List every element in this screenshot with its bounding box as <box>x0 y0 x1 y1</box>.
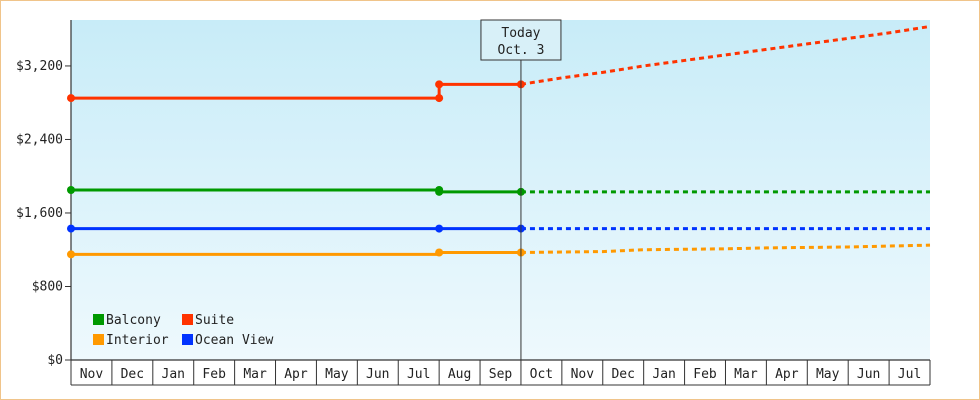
legend: Balcony Suite Interior Ocean View <box>93 313 273 348</box>
x-tick-label: Jun <box>857 367 880 382</box>
x-tick-label: May <box>325 367 349 382</box>
series-point[interactable] <box>67 186 75 194</box>
today-label-line1: Today <box>501 26 540 41</box>
x-tick-label: Sep <box>489 367 513 382</box>
series-point[interactable] <box>67 224 75 233</box>
series-point[interactable] <box>67 94 75 103</box>
x-tick-label: Jun <box>366 367 389 382</box>
legend-item-ocean-view[interactable]: Ocean View <box>182 333 273 348</box>
y-tick-label: $0 <box>47 353 63 368</box>
series-forecast-line <box>520 243 931 254</box>
series-point[interactable] <box>435 248 444 257</box>
y-tick-label: $800 <box>32 279 63 294</box>
legend-swatch <box>182 314 193 325</box>
x-tick-label: Apr <box>284 367 308 382</box>
legend-label: Ocean View <box>195 333 273 348</box>
series-point[interactable] <box>435 187 444 196</box>
x-tick-label: Dec <box>611 367 634 382</box>
legend-label: Interior <box>106 333 169 348</box>
x-tick-label: Jul <box>898 367 921 382</box>
x-tick-label: Nov <box>571 367 595 382</box>
legend-item-interior[interactable]: Interior <box>93 333 169 348</box>
series-balcony <box>67 186 930 196</box>
legend-label: Suite <box>195 313 234 328</box>
series-point[interactable] <box>435 80 444 89</box>
series-point[interactable] <box>435 94 444 103</box>
legend-item-balcony[interactable]: Balcony <box>93 313 161 328</box>
legend-swatch <box>93 334 104 345</box>
x-tick-label: Oct <box>530 367 553 382</box>
x-tick-label: Jan <box>162 367 185 382</box>
today-marker: Today Oct. 3 <box>480 19 562 360</box>
y-axis: $0 $800 $1,600 $2,400 $3,200 <box>16 20 72 368</box>
x-tick-label: Feb <box>202 367 226 382</box>
series-forecast-line <box>520 24 931 86</box>
y-tick-label: $3,200 <box>16 59 63 74</box>
series-point[interactable] <box>67 250 75 259</box>
x-tick-label: Nov <box>80 367 104 382</box>
legend-label: Balcony <box>106 313 161 328</box>
legend-swatch <box>182 334 193 345</box>
x-tick-label: Mar <box>734 367 758 382</box>
legend-item-suite[interactable]: Suite <box>182 313 234 328</box>
y-tick-label: $2,400 <box>16 132 63 147</box>
x-tick-label: May <box>816 367 840 382</box>
series-suite <box>67 24 931 103</box>
today-label-line2: Oct. 3 <box>497 43 544 58</box>
x-axis: Nov Dec Jan Feb Mar Apr May Jun Jul Aug Sep Oct Nov D… <box>70 359 931 386</box>
x-tick-label: Dec <box>121 367 144 382</box>
x-tick-label: Aug <box>448 367 471 382</box>
legend-swatch <box>93 314 104 325</box>
x-tick-label: Apr <box>775 367 799 382</box>
series-point[interactable] <box>435 224 444 233</box>
y-tick-label: $1,600 <box>16 206 63 221</box>
today-label-box <box>480 19 562 61</box>
x-tick-label: Mar <box>243 367 267 382</box>
series-actual-line <box>71 82 521 100</box>
x-tick-label: Feb <box>693 367 717 382</box>
x-tick-label: Jul <box>407 367 430 382</box>
series-group <box>67 24 931 259</box>
x-tick-label: Jan <box>652 367 675 382</box>
